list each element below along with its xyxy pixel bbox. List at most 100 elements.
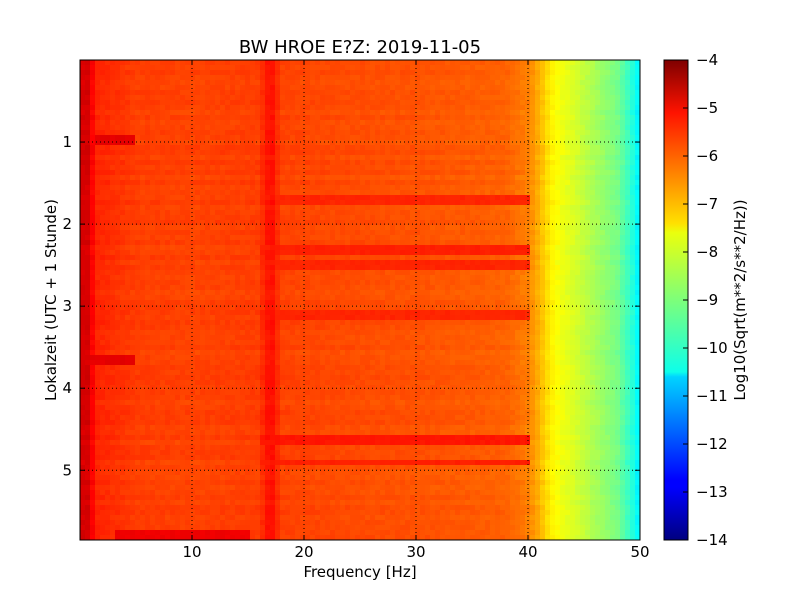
heatmap-cell <box>125 230 131 236</box>
heatmap-cell <box>220 145 226 151</box>
heatmap-cell <box>170 75 176 81</box>
heatmap-cell <box>540 220 546 226</box>
heatmap-cell <box>415 190 421 196</box>
heatmap-cell <box>610 175 616 181</box>
heatmap-cell <box>355 110 361 116</box>
heatmap-cell <box>180 100 186 106</box>
heatmap-cell <box>405 170 411 176</box>
heatmap-cell <box>90 105 96 111</box>
heatmap-cell <box>635 100 640 106</box>
heatmap-cell <box>180 105 186 111</box>
heatmap-cell <box>605 255 611 261</box>
heatmap-cell <box>590 230 596 236</box>
heatmap-cell <box>300 85 306 91</box>
heatmap-cell <box>630 125 636 131</box>
heatmap-cell <box>120 205 126 211</box>
heatmap-cell <box>200 240 206 246</box>
heatmap-cell <box>470 155 476 161</box>
heatmap-cell <box>345 70 351 76</box>
heatmap-cell <box>390 215 396 221</box>
heatmap-cell <box>160 230 166 236</box>
heatmap-cell <box>555 255 561 261</box>
heatmap-cell <box>350 105 356 111</box>
heatmap-cell <box>120 255 126 261</box>
heatmap-cell <box>215 135 221 141</box>
heatmap-cell <box>620 105 626 111</box>
heatmap-cell <box>440 175 446 181</box>
heatmap-cell <box>310 60 316 66</box>
heatmap-cell <box>110 130 116 136</box>
heatmap-cell <box>525 200 531 206</box>
heatmap-cell <box>470 215 476 221</box>
heatmap-cell <box>465 245 471 251</box>
heatmap-cell <box>490 160 496 166</box>
heatmap-cell <box>475 270 481 276</box>
heatmap-cell <box>130 270 136 276</box>
heatmap-cell <box>105 145 111 151</box>
heatmap-cell <box>115 60 121 66</box>
heatmap-cell <box>100 275 106 281</box>
heatmap-cell <box>375 165 381 171</box>
heatmap-cell <box>170 135 176 141</box>
heatmap-cell <box>160 130 166 136</box>
heatmap-cell <box>105 85 111 91</box>
heatmap-cell <box>345 210 351 216</box>
heatmap-cell <box>435 240 441 246</box>
heatmap-cell <box>580 155 586 161</box>
heatmap-cell <box>170 160 176 166</box>
heatmap-cell <box>560 75 566 81</box>
heatmap-cell <box>615 235 621 241</box>
heatmap-cell <box>230 85 236 91</box>
heatmap-cell <box>355 170 361 176</box>
heatmap-cell <box>310 130 316 136</box>
heatmap-cell <box>230 275 236 281</box>
heatmap-cell <box>220 125 226 131</box>
heatmap-cell <box>125 185 131 191</box>
heatmap-cell <box>210 150 216 156</box>
heatmap-cell <box>395 155 401 161</box>
heatmap-cell <box>630 255 636 261</box>
heatmap-cell <box>310 90 316 96</box>
heatmap-cell <box>360 60 366 66</box>
heatmap-cell <box>100 195 106 201</box>
heatmap-cell <box>270 125 276 131</box>
heatmap-cell <box>190 275 196 281</box>
heatmap-cell <box>265 80 271 86</box>
heatmap-cell <box>280 80 286 86</box>
heatmap-cell <box>535 140 541 146</box>
heatmap-cell <box>175 265 181 271</box>
heatmap-cell <box>625 155 631 161</box>
heatmap-cell <box>90 255 96 261</box>
heatmap-cell <box>625 185 631 191</box>
heatmap-cell <box>260 125 266 131</box>
heatmap-cell <box>575 115 581 121</box>
heatmap-cell <box>425 275 431 281</box>
heatmap-cell <box>450 65 456 71</box>
heatmap-cell <box>355 140 361 146</box>
heatmap-cell <box>260 140 266 146</box>
heatmap-cell <box>595 255 601 261</box>
heatmap-cell <box>235 235 241 241</box>
heatmap-cell <box>80 105 86 111</box>
heatmap-cell <box>430 235 436 241</box>
heatmap-cell <box>540 80 546 86</box>
heatmap-cell <box>595 180 601 186</box>
heatmap-cell <box>600 200 606 206</box>
heatmap-cell <box>305 150 311 156</box>
heatmap-cell <box>435 135 441 141</box>
heatmap-cell <box>155 155 161 161</box>
heatmap-cell <box>380 100 386 106</box>
heatmap-cell <box>615 130 621 136</box>
heatmap-cell <box>260 270 266 276</box>
heatmap-cell <box>405 130 411 136</box>
heatmap-cell <box>510 160 516 166</box>
heatmap-cell <box>360 165 366 171</box>
heatmap-cell <box>515 135 521 141</box>
heatmap-cell <box>140 115 146 121</box>
heatmap-cell <box>465 125 471 131</box>
heatmap-cell <box>210 80 216 86</box>
heatmap-cell <box>145 170 151 176</box>
heatmap-cell <box>495 185 501 191</box>
heatmap-cell <box>460 160 466 166</box>
heatmap-cell <box>450 185 456 191</box>
